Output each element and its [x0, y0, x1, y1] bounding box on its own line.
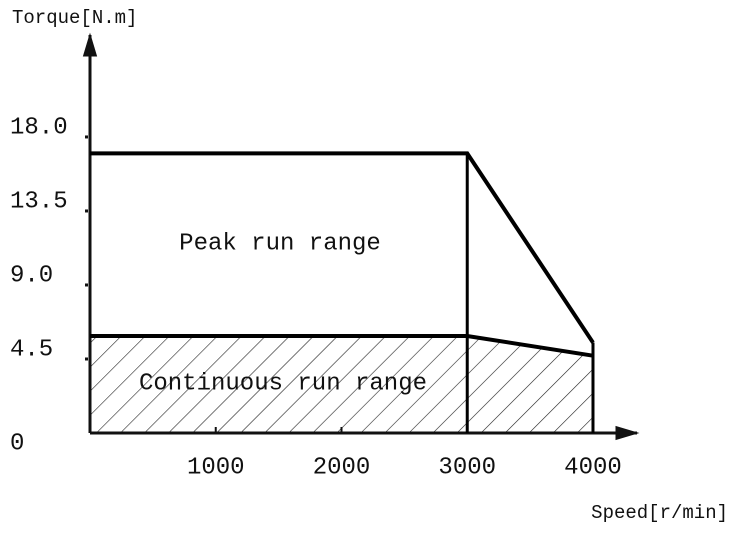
y-axis-label: Torque[N.m] [12, 7, 137, 29]
region-label: Peak run range [179, 230, 381, 257]
y-tick-label: 9.0 [10, 262, 53, 289]
x-tick-label: 4000 [564, 454, 622, 481]
y-tick-label: 13.5 [10, 188, 68, 215]
x-tick-label: 3000 [438, 454, 496, 481]
series-line [90, 333, 594, 358]
y-tick-label: 0 [10, 430, 24, 457]
x-tick-label: 1000 [187, 454, 245, 481]
y-tick-label: 4.5 [10, 336, 53, 363]
series-line [90, 151, 595, 344]
x-tick-label: 2000 [313, 454, 371, 481]
y-tick-label: 18.0 [10, 114, 68, 141]
x-axis-label: Speed[r/min] [591, 502, 728, 524]
region-label: Continuous run range [139, 370, 427, 397]
